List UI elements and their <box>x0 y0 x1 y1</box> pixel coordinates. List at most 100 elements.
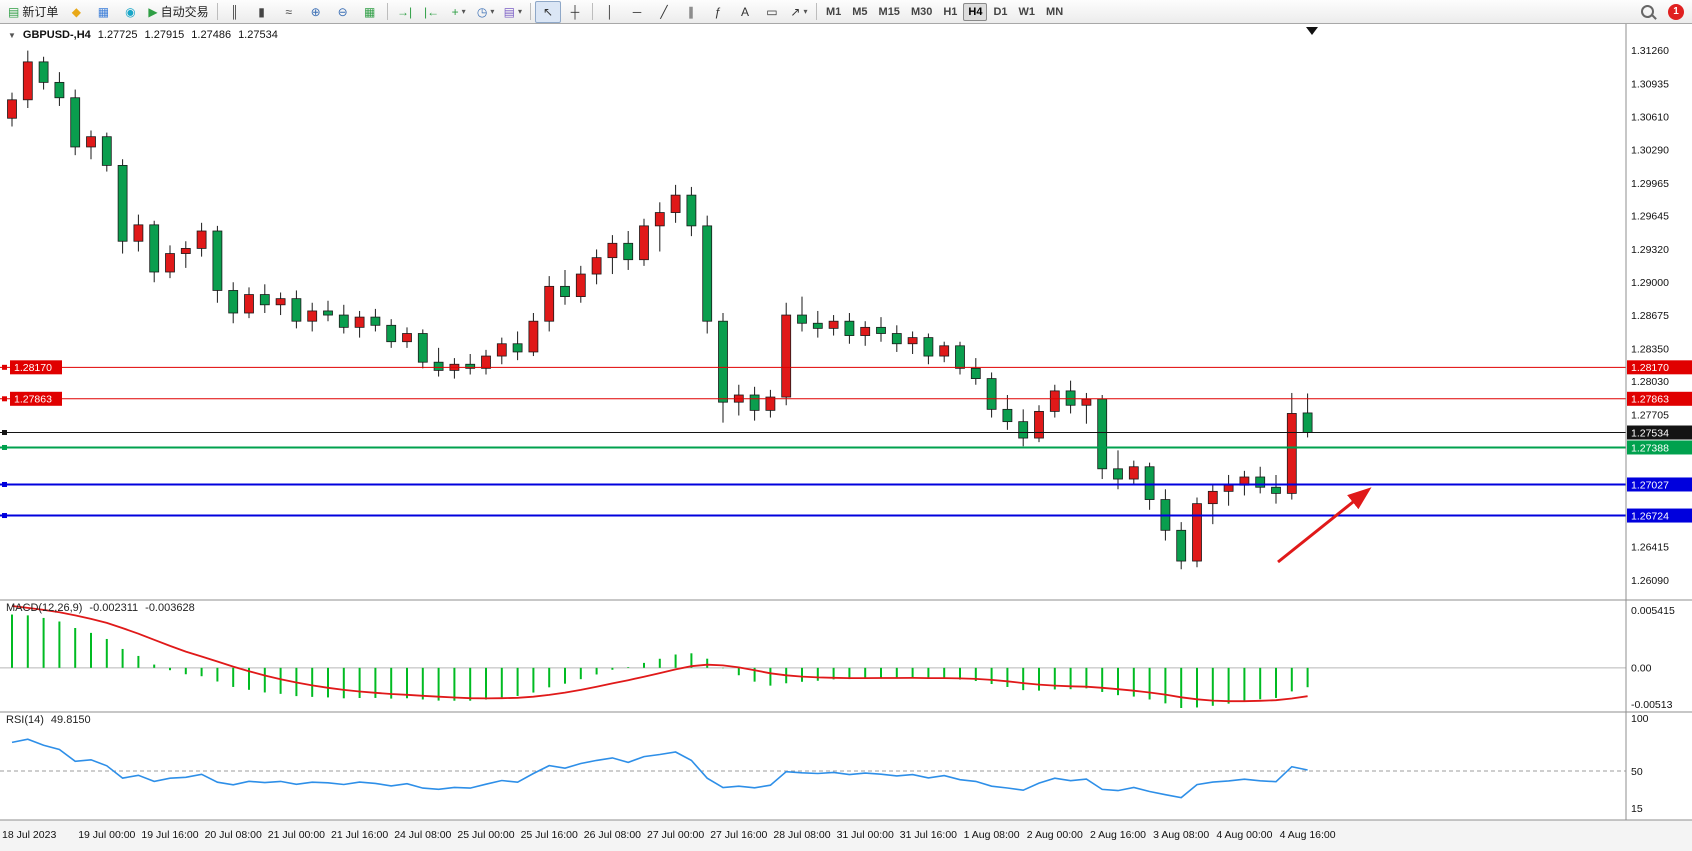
zoom-in-icon: ⊕ <box>310 4 321 19</box>
candle <box>528 313 539 357</box>
candle <box>1113 450 1123 490</box>
time-axis[interactable] <box>0 820 1692 851</box>
price-axis[interactable] <box>1626 24 1692 820</box>
candle <box>1034 405 1044 443</box>
channel-button[interactable]: ∥ <box>678 1 704 23</box>
templates-icon: ▤ <box>503 4 515 19</box>
search-button[interactable] <box>1634 1 1660 23</box>
notification-badge[interactable]: 1 <box>1668 3 1684 20</box>
label-button[interactable]: ▭ <box>759 1 785 23</box>
periods-button[interactable]: ◷ ▾ <box>473 1 499 23</box>
community-button[interactable]: ◉ <box>117 1 143 23</box>
candle <box>765 389 776 418</box>
timeframe-d1-button[interactable]: D1 <box>993 5 1008 18</box>
bars-mode-button[interactable]: ║ <box>222 1 248 23</box>
macd-main-value: -0.002311 <box>89 602 139 614</box>
line-handle[interactable] <box>2 364 7 370</box>
text-button[interactable]: A <box>732 1 758 23</box>
time-axis-label: 1 Aug 08:00 <box>964 829 1020 841</box>
timeframe-h4-button[interactable]: H4 <box>963 2 988 21</box>
price-tick-label: 1.29000 <box>1631 277 1669 289</box>
zoom-in-button[interactable]: ⊕ <box>303 1 329 23</box>
crosshair-button[interactable]: ┼ <box>562 1 588 23</box>
rsi-value: 49.8150 <box>50 714 91 726</box>
line-mode-button[interactable]: ≈ <box>276 1 302 23</box>
arrow-object[interactable] <box>1277 487 1372 564</box>
time-axis-label: 25 Jul 16:00 <box>521 829 578 841</box>
one-click-trading-toggle[interactable]: ▼ <box>8 30 16 40</box>
trendline-button[interactable]: ╱ <box>651 1 677 23</box>
autotrading-button[interactable]: ▶ 自动交易 <box>144 1 212 23</box>
timeframe-h1-button[interactable]: H1 <box>943 5 958 18</box>
price-axis-badge <box>1627 508 1692 523</box>
candle <box>654 202 665 252</box>
indicators-button[interactable]: + ▾ <box>446 1 472 23</box>
candle <box>1255 466 1266 494</box>
tile-windows-button[interactable]: ▦ <box>357 1 383 23</box>
candle <box>323 300 333 322</box>
candle <box>1128 460 1139 486</box>
market-depth-button[interactable]: ◆ <box>63 1 89 23</box>
horizontal-line-button[interactable]: ─ <box>624 1 650 23</box>
toolbar: ▤ 新订单 ◆ ▦ ◉ ▶ 自动交易 ║ ▮ ≈ ⊕ ⊖ ▦ →| |← + ▾ ◷ ▾ ▤ ▾ ↖ ┼ │ ─ ╱ ∥ ƒ A ▭ ↗ ▾ M… <box>0 0 1692 24</box>
timeframe-m5-button[interactable]: M5 <box>852 5 868 18</box>
candle <box>149 220 160 283</box>
vertical-line-button[interactable]: │ <box>597 1 623 23</box>
time-axis-label: 31 Jul 00:00 <box>837 829 894 841</box>
time-axis-label: 28 Jul 08:00 <box>773 829 830 841</box>
time-axis-label: 24 Jul 08:00 <box>394 829 451 841</box>
templates-button[interactable]: ▤ ▾ <box>500 1 526 23</box>
candle <box>1065 380 1076 414</box>
fibonacci-icon: ƒ <box>714 4 722 19</box>
time-axis-label: 19 Jul 00:00 <box>78 829 135 841</box>
time-axis-label: 27 Jul 16:00 <box>710 829 767 841</box>
time-axis-label: 2 Aug 00:00 <box>1027 829 1083 841</box>
candle <box>496 337 507 365</box>
line-handle[interactable] <box>2 481 7 487</box>
time-axis-label: 27 Jul 00:00 <box>647 829 704 841</box>
candle <box>749 386 760 421</box>
chart-canvas[interactable]: 1.31260 1.30935 1.30610 1.30290 1.29965 1.296… <box>0 24 1692 851</box>
line-handle[interactable] <box>2 444 7 450</box>
chart-plot-area[interactable] <box>0 24 1626 820</box>
price-tick-label: 1.28350 <box>1631 343 1669 355</box>
cursor-button[interactable]: ↖ <box>534 0 561 23</box>
timeframe-m30-button[interactable]: M30 <box>910 5 933 18</box>
rsi-axis-label: 100 <box>1631 713 1649 725</box>
candles-mode-button[interactable]: ▮ <box>249 1 275 23</box>
line-price-badge-label: 1.28170 <box>14 362 52 374</box>
charts-window-button[interactable]: ▦ <box>90 1 116 23</box>
timeframe-m15-button[interactable]: M15 <box>878 5 900 18</box>
new-order-button[interactable]: ▤ 新订单 <box>4 1 62 23</box>
zoom-out-button[interactable]: ⊖ <box>330 1 356 23</box>
line-handle[interactable] <box>2 396 7 402</box>
candle <box>338 304 349 334</box>
line-handle[interactable] <box>2 430 7 436</box>
arrows-button[interactable]: ↗ ▾ <box>786 1 812 23</box>
timeframe-mn-button[interactable]: MN <box>1046 5 1064 18</box>
candle <box>575 265 586 303</box>
price-tick-label: 1.28030 <box>1631 376 1669 388</box>
candle <box>1192 497 1202 568</box>
candle <box>275 292 286 316</box>
timeframe-w1-button[interactable]: W1 <box>1018 5 1036 18</box>
price-axis-badge-label: 1.28170 <box>1631 362 1669 374</box>
chart-shift-marker[interactable] <box>1306 27 1318 35</box>
price-axis-badge-label: 1.26724 <box>1631 510 1669 522</box>
line-handle[interactable] <box>2 513 7 519</box>
toolbar-separator <box>591 3 593 20</box>
fibonacci-button[interactable]: ƒ <box>705 1 731 23</box>
price-axis-badge <box>1627 360 1692 375</box>
toolbar-separator <box>216 3 218 20</box>
candle <box>165 245 175 279</box>
candle <box>228 282 239 324</box>
candle <box>259 284 270 313</box>
candle <box>291 290 302 329</box>
timeframe-m1-button[interactable]: M1 <box>825 5 842 18</box>
candle <box>117 159 128 254</box>
auto-scroll-button[interactable]: →| <box>392 1 418 23</box>
price-axis-badge-label: 1.27863 <box>1631 394 1669 406</box>
toolbar-separator <box>815 3 817 20</box>
chart-shift-button[interactable]: |← <box>419 1 445 23</box>
candle <box>86 130 96 160</box>
